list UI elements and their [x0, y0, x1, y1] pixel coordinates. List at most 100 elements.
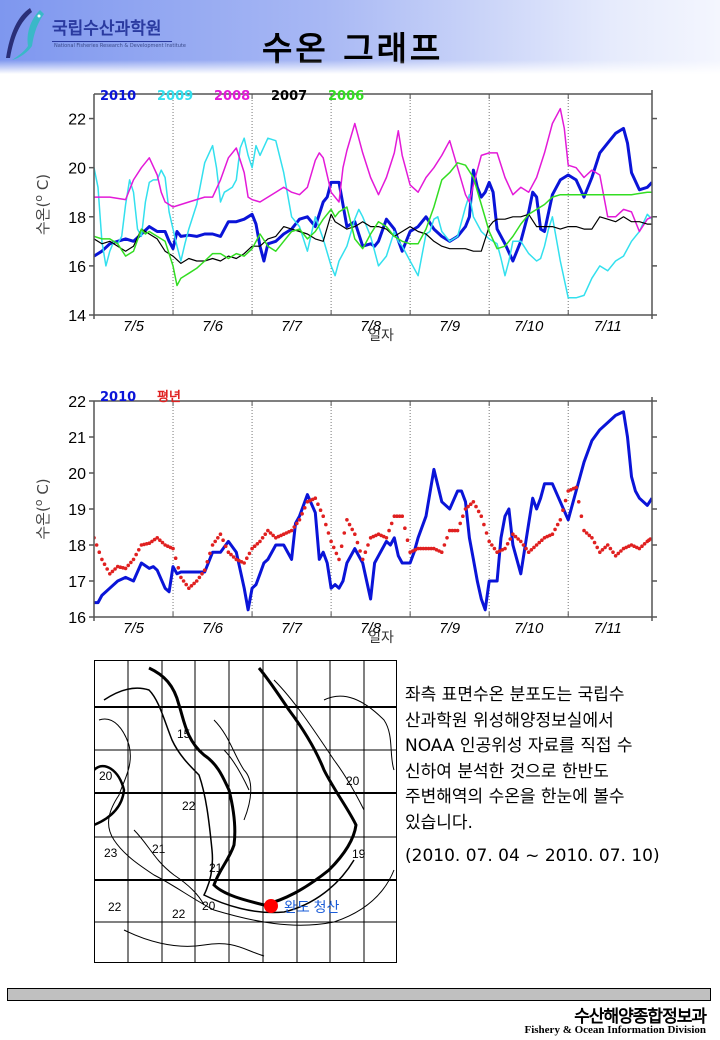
data-point	[529, 548, 534, 552]
data-point	[100, 557, 104, 562]
map-contour-labels: 15 22 20 23 21 22 20 21 22 20 19	[99, 727, 366, 921]
data-point	[439, 550, 444, 554]
description-period: (2010. 07. 04 ~ 2010. 07. 10)	[405, 846, 660, 866]
data-point	[255, 542, 260, 546]
data-point	[297, 518, 302, 522]
data-point	[479, 514, 484, 518]
data-point	[453, 528, 457, 533]
logo-divider	[52, 41, 172, 42]
data-point	[524, 546, 528, 551]
x-tick-label: 7/7	[281, 620, 303, 637]
x-tick-label: 7/10	[514, 318, 544, 335]
data-point	[484, 531, 489, 535]
data-point	[105, 567, 109, 571]
data-point	[389, 521, 394, 526]
data-point	[171, 546, 175, 551]
y-tick-label: 20	[68, 466, 86, 483]
data-point	[487, 539, 491, 544]
data-point	[521, 543, 526, 547]
data-point	[555, 522, 560, 527]
data-point	[561, 508, 565, 512]
data-point	[263, 532, 268, 536]
chart-water-temp-vs-normal: 16 17 18 19 20 21 22 7/5 7/6 7/7 7/8 7/9 7/10 7/11 일자 수…	[32, 389, 657, 646]
data-point	[482, 522, 486, 527]
data-point	[590, 536, 594, 540]
data-point	[445, 536, 449, 540]
data-point	[400, 514, 405, 518]
contour-label: 22	[182, 799, 196, 813]
y-tick-label: 18	[68, 538, 86, 555]
data-point	[640, 544, 644, 548]
y-tick-label: 21	[68, 430, 86, 447]
legend-entry-2008: 2008	[214, 89, 250, 104]
data-point	[260, 536, 265, 540]
data-point	[490, 543, 494, 547]
data-point	[152, 537, 157, 542]
data-point	[123, 566, 128, 571]
y-tick-label: 22	[68, 112, 86, 129]
data-point	[613, 554, 618, 558]
x-axis-label: 일자	[368, 630, 394, 646]
map-grid	[94, 660, 397, 963]
data-point	[603, 545, 607, 550]
data-point	[466, 504, 470, 509]
data-point	[508, 537, 513, 541]
data-point	[608, 546, 613, 551]
contour-label: 23	[104, 846, 118, 860]
data-point	[616, 551, 621, 556]
data-point	[176, 566, 181, 570]
data-point	[221, 538, 225, 542]
y-tick-label: 18	[68, 210, 86, 227]
data-point	[179, 575, 183, 580]
data-point	[463, 507, 468, 511]
data-point	[648, 537, 652, 541]
data-point	[598, 550, 602, 554]
data-point	[605, 543, 610, 547]
data-point	[563, 498, 568, 503]
data-point	[505, 542, 510, 546]
x-tick-label: 7/7	[281, 318, 303, 335]
data-point	[416, 546, 420, 551]
data-point	[532, 545, 536, 550]
data-point	[266, 528, 270, 533]
y-axis-label: 수온(o C)	[32, 478, 52, 539]
data-point	[110, 569, 115, 574]
data-point	[187, 586, 191, 590]
data-point	[158, 538, 162, 542]
data-point	[295, 521, 299, 526]
data-point	[353, 532, 357, 536]
fish-logo-icon	[6, 8, 44, 60]
data-point	[392, 514, 397, 518]
contour-label: 20	[346, 774, 360, 788]
x-tick-label: 7/11	[594, 318, 622, 335]
series-line-2010	[94, 410, 652, 612]
data-point	[350, 527, 354, 532]
data-point	[511, 532, 515, 536]
footer-division-korean: 수산해양종합정보과	[574, 1007, 707, 1027]
data-point	[194, 579, 199, 583]
data-point	[321, 514, 326, 518]
sst-distribution-map: 15 22 20 23 21 22 20 21 22 20 19 완도 청산	[94, 660, 397, 963]
contour-label: 15	[177, 727, 191, 741]
header-banner: 국립수산과학원 National Fisheries Research & De…	[0, 0, 720, 74]
data-point	[318, 508, 323, 512]
data-point	[579, 514, 584, 518]
y-axis-label: 수온(o C)	[32, 174, 52, 235]
y-tick-label: 22	[68, 394, 86, 411]
data-point	[324, 522, 328, 527]
data-point	[113, 567, 117, 571]
data-point	[160, 540, 165, 545]
data-point	[337, 557, 341, 562]
data-point	[189, 584, 194, 588]
contour-label: 20	[99, 769, 113, 783]
data-point	[245, 556, 249, 560]
data-point	[250, 546, 254, 551]
contour-label: 22	[172, 907, 186, 921]
chart-water-temp-by-year: 14 16 18 20 22 7/5 7/6 7/7 7/8 7/9 7/10 7/11 일자 수온(o …	[32, 89, 657, 344]
data-point	[136, 548, 141, 552]
legend-entry-2010: 2010	[100, 390, 136, 405]
series-line-2006	[94, 162, 652, 287]
y-tick-label: 17	[68, 574, 86, 591]
contour-label: 21	[209, 861, 223, 875]
data-point	[395, 514, 399, 518]
